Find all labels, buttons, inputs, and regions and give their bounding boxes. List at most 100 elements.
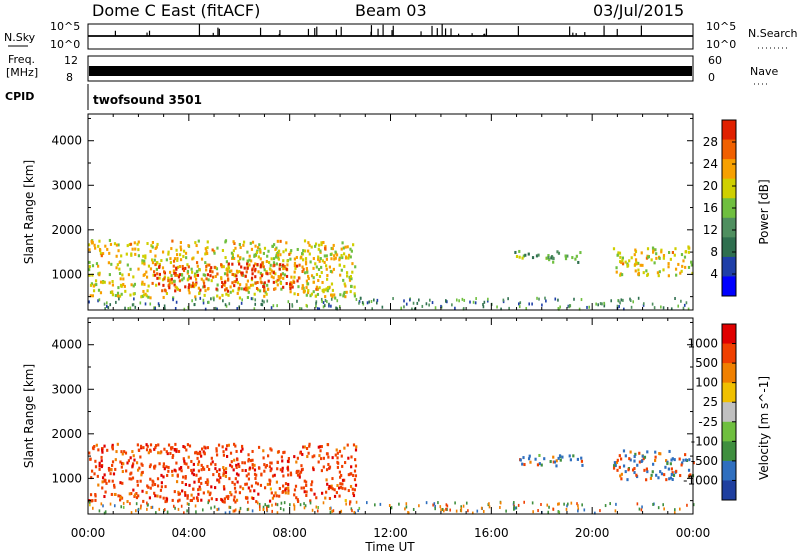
velocity-data-point: [633, 467, 636, 471]
power-data-point: [475, 297, 477, 301]
power-data-point: [290, 249, 293, 253]
velocity-data-point: [670, 467, 673, 471]
velocity-data-point: [281, 484, 285, 488]
power-data-point: [155, 245, 158, 249]
velocity-data-point: [111, 447, 114, 451]
velocity-data-point: [652, 462, 655, 466]
power-data-point: [274, 287, 277, 291]
power-data-point: [626, 263, 630, 267]
power-data-point: [194, 297, 197, 301]
velocity-data-point: [343, 446, 346, 450]
velocity-data-point: [149, 486, 152, 490]
velocity-data-point: [344, 461, 347, 465]
power-data-point: [228, 302, 231, 306]
power-data-point: [338, 305, 341, 309]
velocity-data-point: [162, 465, 165, 469]
power-data-point: [115, 266, 118, 270]
power-data-point: [158, 262, 161, 266]
power-data-point: [274, 255, 278, 259]
velocity-data-point: [232, 468, 235, 472]
velocity-data-point: [229, 505, 232, 509]
power-data-point: [272, 243, 276, 247]
power-data-point: [207, 300, 210, 304]
power-data-point: [103, 302, 106, 306]
power-data-point: [213, 251, 216, 255]
power-data-point: [650, 258, 653, 262]
power-data-point: [344, 284, 347, 288]
velocity-data-point: [135, 492, 138, 496]
power-data-point: [519, 301, 522, 305]
velocity-data-point: [263, 463, 266, 467]
power-data-point: [176, 273, 179, 277]
velocity-data-point: [201, 508, 204, 512]
power-data-point: [310, 245, 313, 249]
velocity-data-point: [319, 449, 322, 453]
power-data-point: [454, 306, 456, 310]
velocity-data-point: [112, 483, 116, 487]
velocity-data-point: [465, 501, 468, 505]
velocity-data-point: [252, 496, 255, 500]
power-data-point: [462, 307, 465, 311]
power-data-point: [547, 256, 550, 260]
power-data-point: [110, 262, 113, 266]
power-data-point: [289, 282, 292, 286]
velocity-data-point: [303, 502, 305, 506]
velocity-data-point: [120, 465, 123, 469]
velocity-data-point: [240, 449, 243, 453]
velocity-data-point: [187, 465, 190, 469]
power-data-point: [272, 264, 275, 268]
power-data-point: [633, 253, 636, 257]
velocity-data-point: [660, 472, 664, 476]
velocity-data-point: [206, 446, 210, 450]
velocity-data-point: [163, 508, 166, 512]
velocity-data-point: [294, 484, 298, 488]
velocity-data-point: [183, 459, 186, 463]
velocity-data-point: [439, 505, 442, 509]
velocity-data-point: [108, 467, 111, 471]
power-data-point: [187, 244, 190, 248]
velocity-data-point: [103, 444, 106, 448]
power-data-point: [259, 250, 262, 254]
velocity-data-point: [192, 487, 195, 491]
velocity-data-point: [229, 451, 233, 455]
velocity-data-point: [287, 482, 290, 486]
power-data-point: [615, 270, 618, 274]
power-data-point: [302, 249, 305, 253]
velocity-data-point: [230, 465, 234, 469]
velocity-data-point: [275, 480, 279, 484]
velocity-data-point: [293, 503, 295, 507]
velocity-data-point: [577, 504, 579, 508]
power-data-point: [463, 298, 466, 302]
velocity-data-point: [233, 495, 236, 499]
power-data-point: [334, 296, 337, 300]
velocity-data-point: [103, 511, 106, 515]
velocity-data-point: [163, 467, 166, 471]
power-data-point: [446, 300, 448, 304]
velocity-data-point: [295, 496, 298, 500]
power-data-point: [178, 265, 182, 269]
velocity-data-point: [190, 468, 193, 472]
power-data-point: [176, 258, 179, 262]
velocity-data-point: [663, 507, 665, 511]
power-data-point: [270, 306, 273, 310]
velocity-data-point: [643, 468, 646, 472]
velocity-data-point: [180, 504, 183, 508]
velocity-ylabel: Slant Range [km]: [22, 364, 36, 468]
power-data-point: [275, 280, 278, 284]
velocity-data-point: [513, 505, 515, 509]
power-data-point: [578, 307, 581, 311]
velocity-data-point: [308, 442, 311, 446]
power-data-point: [455, 298, 458, 302]
power-data-point: [115, 254, 118, 258]
power-data-point: [330, 297, 333, 301]
power-data-point: [251, 268, 254, 272]
velocity-panel-frame: [87, 317, 694, 515]
power-data-point: [253, 307, 256, 311]
power-data-point: [350, 249, 353, 253]
power-data-point: [181, 264, 184, 268]
velocity-data-point: [317, 445, 320, 449]
velocity-data-point: [217, 443, 221, 447]
power-data-point: [176, 265, 180, 269]
power-data-point: [261, 299, 264, 303]
